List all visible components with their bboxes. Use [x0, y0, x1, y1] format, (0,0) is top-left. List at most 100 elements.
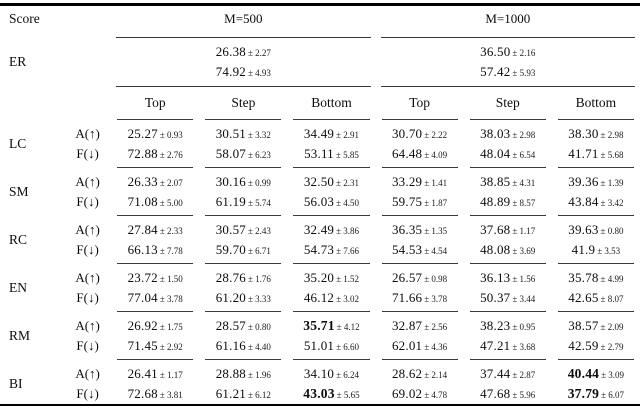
table-row: F(↓) 72.88 ± 2.76 58.07 ± 6.23 53.11 ± 5.85 64.…: [0, 144, 640, 164]
metric-label: A(↑): [75, 221, 100, 237]
cell-error: ± 4.54: [424, 245, 448, 256]
rule-segment: [380, 36, 635, 38]
group-label: RC: [9, 231, 28, 247]
rule-segment: [293, 119, 370, 120]
table-cell: 42.59 ± 2.79: [552, 336, 640, 356]
results-table: Score M=500 M=1000 ER 26.38 ± 2.27 36.50 ±…: [0, 6, 640, 404]
table-cell: 34.49 ± 2.91: [287, 124, 375, 144]
cell-error: ± 6.07: [601, 389, 625, 400]
cell-value: 41.71: [568, 145, 599, 161]
cell-error: ± 2.56: [424, 321, 448, 332]
col-header-step-m500: Step: [231, 95, 256, 110]
metric-label: F(↓): [76, 193, 99, 209]
table-cell: 64.48 ± 4.09: [376, 144, 464, 164]
table-cell: 32.50 ± 2.31: [287, 172, 375, 192]
cell-value: 37.79: [567, 385, 600, 401]
table-row: Top Step Bottom Top Step Bottom: [0, 91, 640, 116]
rule-segment: [557, 359, 634, 360]
cell-value: 42.65: [568, 289, 599, 305]
rule-segment: [469, 359, 546, 360]
cell-value: 30.57: [215, 221, 246, 237]
cell-value: 30.51: [215, 125, 246, 141]
metric-label: A(↑): [75, 365, 100, 381]
cell-error: ± 2.98: [600, 129, 624, 140]
cell-value: 39.63: [568, 221, 599, 237]
cell-value: 36.50: [480, 43, 511, 59]
rule-segment: [116, 36, 371, 38]
cell-error: ± 5.65: [336, 389, 360, 400]
cell-value: 34.49: [303, 125, 335, 141]
cell-error: ± 0.80: [247, 321, 271, 332]
cell-value: 53.11: [304, 145, 334, 161]
cell-error: ± 3.86: [336, 225, 360, 236]
rule-segment: [205, 119, 282, 120]
cell-value: 71.66: [391, 289, 423, 305]
rule-row: [0, 164, 640, 172]
rule-segment: [557, 119, 634, 120]
rule-segment: [469, 167, 546, 168]
table-cell: 59.75 ± 1.87: [376, 192, 464, 212]
cell-error: ± 3.42: [600, 197, 624, 208]
table-cell: 72.88 ± 2.76: [111, 144, 199, 164]
cell-value: 43.84: [568, 193, 599, 209]
cell-error: ± 4.93: [247, 67, 271, 78]
cell-value: 42.59: [568, 337, 599, 353]
cell-value: 35.78: [568, 269, 599, 285]
rule-row: [0, 212, 640, 220]
table-cell: 35.20 ± 1.52: [287, 268, 375, 288]
cell-value: 41.9: [571, 241, 596, 257]
cell-error: ± 2.31: [336, 177, 360, 188]
cell-error: ± 3.78: [424, 293, 448, 304]
table-cell: 71.45 ± 2.92: [111, 336, 199, 356]
cell-value: 35.71: [303, 317, 335, 333]
table-cell: 48.89 ± 8.57: [464, 192, 552, 212]
table-cell: 32.49 ± 3.86: [287, 220, 375, 240]
cell-error: ± 1.17: [159, 369, 183, 380]
table-cell: 77.04 ± 3.78: [111, 288, 199, 308]
cell-error: ± 5.93: [512, 67, 536, 78]
table-cell: 36.50 ± 2.16: [376, 42, 640, 62]
cell-value: 51.01: [303, 337, 335, 353]
cell-error: ± 5.74: [247, 197, 271, 208]
cell-value: 61.19: [215, 193, 246, 209]
rule-segment: [469, 311, 546, 312]
table-cell: 28.76 ± 1.76: [199, 268, 287, 288]
table-cell: 38.03 ± 2.98: [464, 124, 552, 144]
cell-error: ± 2.14: [424, 369, 448, 380]
table-row: Score M=500 M=1000: [0, 6, 640, 33]
table-cell: 30.51 ± 3.32: [199, 124, 287, 144]
table-cell: 36.35 ± 1.35: [376, 220, 464, 240]
score-header: Score: [9, 11, 40, 26]
rule-segment: [293, 167, 370, 168]
cell-error: ± 5.96: [512, 389, 536, 400]
table-cell: 61.21 ± 6.12: [199, 384, 287, 404]
cell-error: ± 2.76: [159, 149, 183, 160]
rule-row: [0, 260, 640, 268]
table-cell: 54.53 ± 4.54: [376, 240, 464, 260]
table-cell: 71.08 ± 5.00: [111, 192, 199, 212]
cell-value: 28.76: [215, 269, 246, 285]
cell-value: 39.36: [568, 173, 599, 189]
cell-value: 43.03: [303, 385, 335, 401]
er-label: ER: [9, 53, 27, 69]
table-cell: 66.13 ± 7.78: [111, 240, 199, 260]
table-cell: 56.03 ± 4.50: [287, 192, 375, 212]
col-header-top-m1000: Top: [409, 95, 430, 110]
cell-error: ± 6.71: [247, 245, 271, 256]
table-cell: 40.44 ± 3.09: [552, 364, 640, 384]
table-cell: 26.57 ± 0.98: [376, 268, 464, 288]
cell-error: ± 2.33: [159, 225, 183, 236]
cell-error: ± 2.87: [512, 369, 536, 380]
table-cell: 38.23 ± 0.95: [464, 316, 552, 336]
cell-error: ± 1.39: [600, 177, 624, 188]
cell-error: ± 7.78: [159, 245, 183, 256]
cell-error: ± 0.99: [247, 177, 271, 188]
table-cell: 35.71 ± 4.12: [287, 316, 375, 336]
cell-error: ± 3.02: [336, 293, 360, 304]
cell-error: ± 2.27: [247, 47, 271, 58]
table-cell: 42.65 ± 8.07: [552, 288, 640, 308]
rule-segment: [557, 311, 634, 312]
rule-segment: [381, 215, 458, 216]
cell-error: ± 4.99: [600, 273, 624, 284]
cell-error: ± 3.69: [512, 245, 536, 256]
